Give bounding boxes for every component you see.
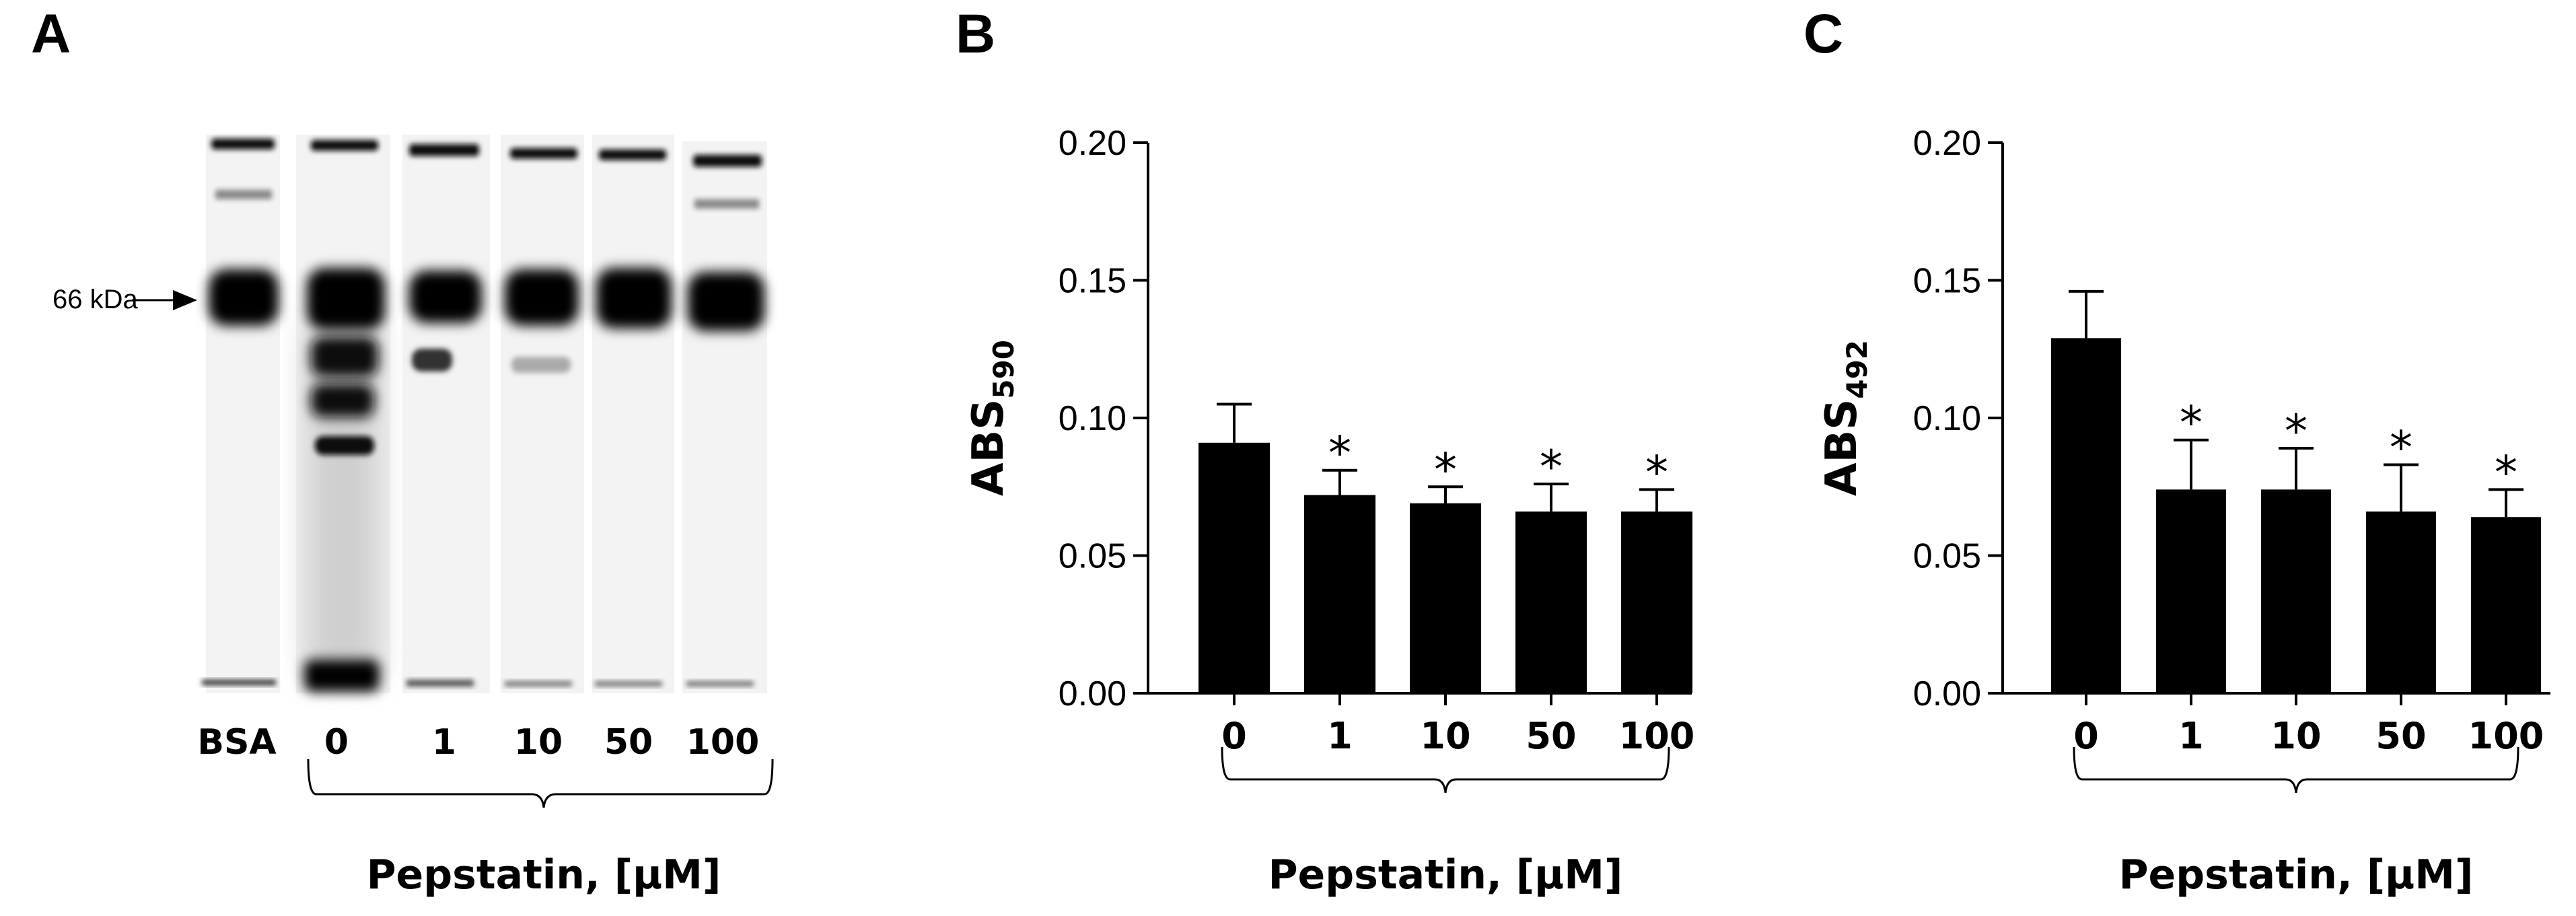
bar <box>2366 512 2436 693</box>
gel-66kda-bands <box>209 268 764 331</box>
chart-c: 0.00 0.05 0.10 0.15 0.20 0 1 * 10 * 50 * 100 * ABS492 P… <box>1817 124 2550 899</box>
y-tick-label: 0.20 <box>1059 124 1126 163</box>
y-axis-label-subscript: 590 <box>987 340 1020 399</box>
lane-label-bsa: BSA <box>197 722 276 763</box>
lane-bg-10 <box>501 135 584 693</box>
y-tick-label: 0.00 <box>1059 674 1126 713</box>
lane-bg-50 <box>592 135 674 693</box>
significance-star: * <box>1645 446 1668 499</box>
panel-letter-c: C <box>1803 3 1844 65</box>
x-tick-label: 10 <box>2270 715 2321 757</box>
y-axis-label-subscript: 492 <box>1840 340 1873 399</box>
x-tick-label: 1 <box>2178 715 2204 757</box>
significance-star: * <box>1328 427 1351 481</box>
gel-faint-bands <box>215 190 759 209</box>
smear-lane-0 <box>306 323 380 673</box>
bar <box>2471 517 2541 693</box>
y-axis-label-main: ABS <box>1817 399 1867 496</box>
significance-star: * <box>2390 422 2412 475</box>
gel-bottom-bands <box>202 660 754 692</box>
x-tick-label: 100 <box>1619 715 1695 757</box>
marker-66kda-label: 66 kDa <box>52 285 138 314</box>
x-tick-label: 10 <box>1420 715 1470 757</box>
y-tick-label: 0.15 <box>1059 262 1126 301</box>
panel-letter-a: A <box>31 3 71 65</box>
x-tick-label: 50 <box>2375 715 2426 757</box>
lane-bg-bsa <box>206 135 280 693</box>
bar <box>2261 489 2331 693</box>
significance-star: * <box>1434 444 1457 497</box>
gel-lane-backgrounds <box>206 135 767 693</box>
y-tick-label: 0.00 <box>1913 674 1981 713</box>
gel-group-label: Pepstatin, [µM] <box>367 851 721 899</box>
y-axis-label-main: ABS <box>964 399 1013 496</box>
significance-star: * <box>2285 405 2307 458</box>
y-tick-label: 0.05 <box>1913 537 1981 576</box>
y-tick-label: 0.10 <box>1059 399 1126 438</box>
gel-top-bands <box>211 139 762 167</box>
bar <box>1304 495 1375 693</box>
bar <box>1410 503 1481 693</box>
lane-bg-100 <box>682 141 767 693</box>
lane-label-0: 0 <box>324 722 349 763</box>
x-axis-label: Pepstatin, [µM] <box>1268 851 1623 899</box>
bar <box>1515 512 1587 693</box>
x-tick-label: 1 <box>1327 715 1353 757</box>
lane-label-50: 50 <box>604 722 653 763</box>
lane-label-10: 10 <box>514 722 563 763</box>
lane-bg-1 <box>402 135 490 693</box>
y-axis-label: ABS492 <box>1817 340 1873 496</box>
panel-letter-b: B <box>956 3 996 65</box>
y-tick-label: 0.05 <box>1059 537 1126 576</box>
gel-degradation-bands <box>311 337 571 455</box>
significance-star: * <box>2180 397 2203 450</box>
significance-star: * <box>1540 441 1563 494</box>
x-tick-label: 100 <box>2468 715 2544 757</box>
group-brace <box>1221 746 1670 794</box>
y-tick-label: 0.15 <box>1913 262 1981 301</box>
bar <box>1621 512 1692 693</box>
group-brace <box>2073 746 2519 794</box>
bar <box>1198 442 1270 693</box>
gel-group-brace <box>307 759 774 808</box>
bar <box>2156 489 2226 693</box>
x-axis-label: Pepstatin, [µM] <box>2119 851 2474 899</box>
lane-label-100: 100 <box>686 722 760 763</box>
gel-image: 66 kDa BSA 0 1 10 50 100 Pepstatin, [µM] <box>52 135 774 899</box>
lane-label-1: 1 <box>432 722 456 763</box>
x-tick-label: 50 <box>1526 715 1576 757</box>
y-tick-label: 0.10 <box>1913 399 1981 438</box>
y-axis-label: ABS590 <box>964 340 1020 496</box>
x-tick-label: 0 <box>1221 715 1247 757</box>
significance-star: * <box>2495 446 2517 499</box>
x-tick-label: 0 <box>2073 715 2099 757</box>
y-tick-label: 0.20 <box>1913 124 1981 163</box>
chart-b: 0.00 0.05 0.10 0.15 0.20 0 1 * 10 * 50 * 100 * ABS590 P… <box>964 124 1694 899</box>
bar <box>2051 338 2121 693</box>
